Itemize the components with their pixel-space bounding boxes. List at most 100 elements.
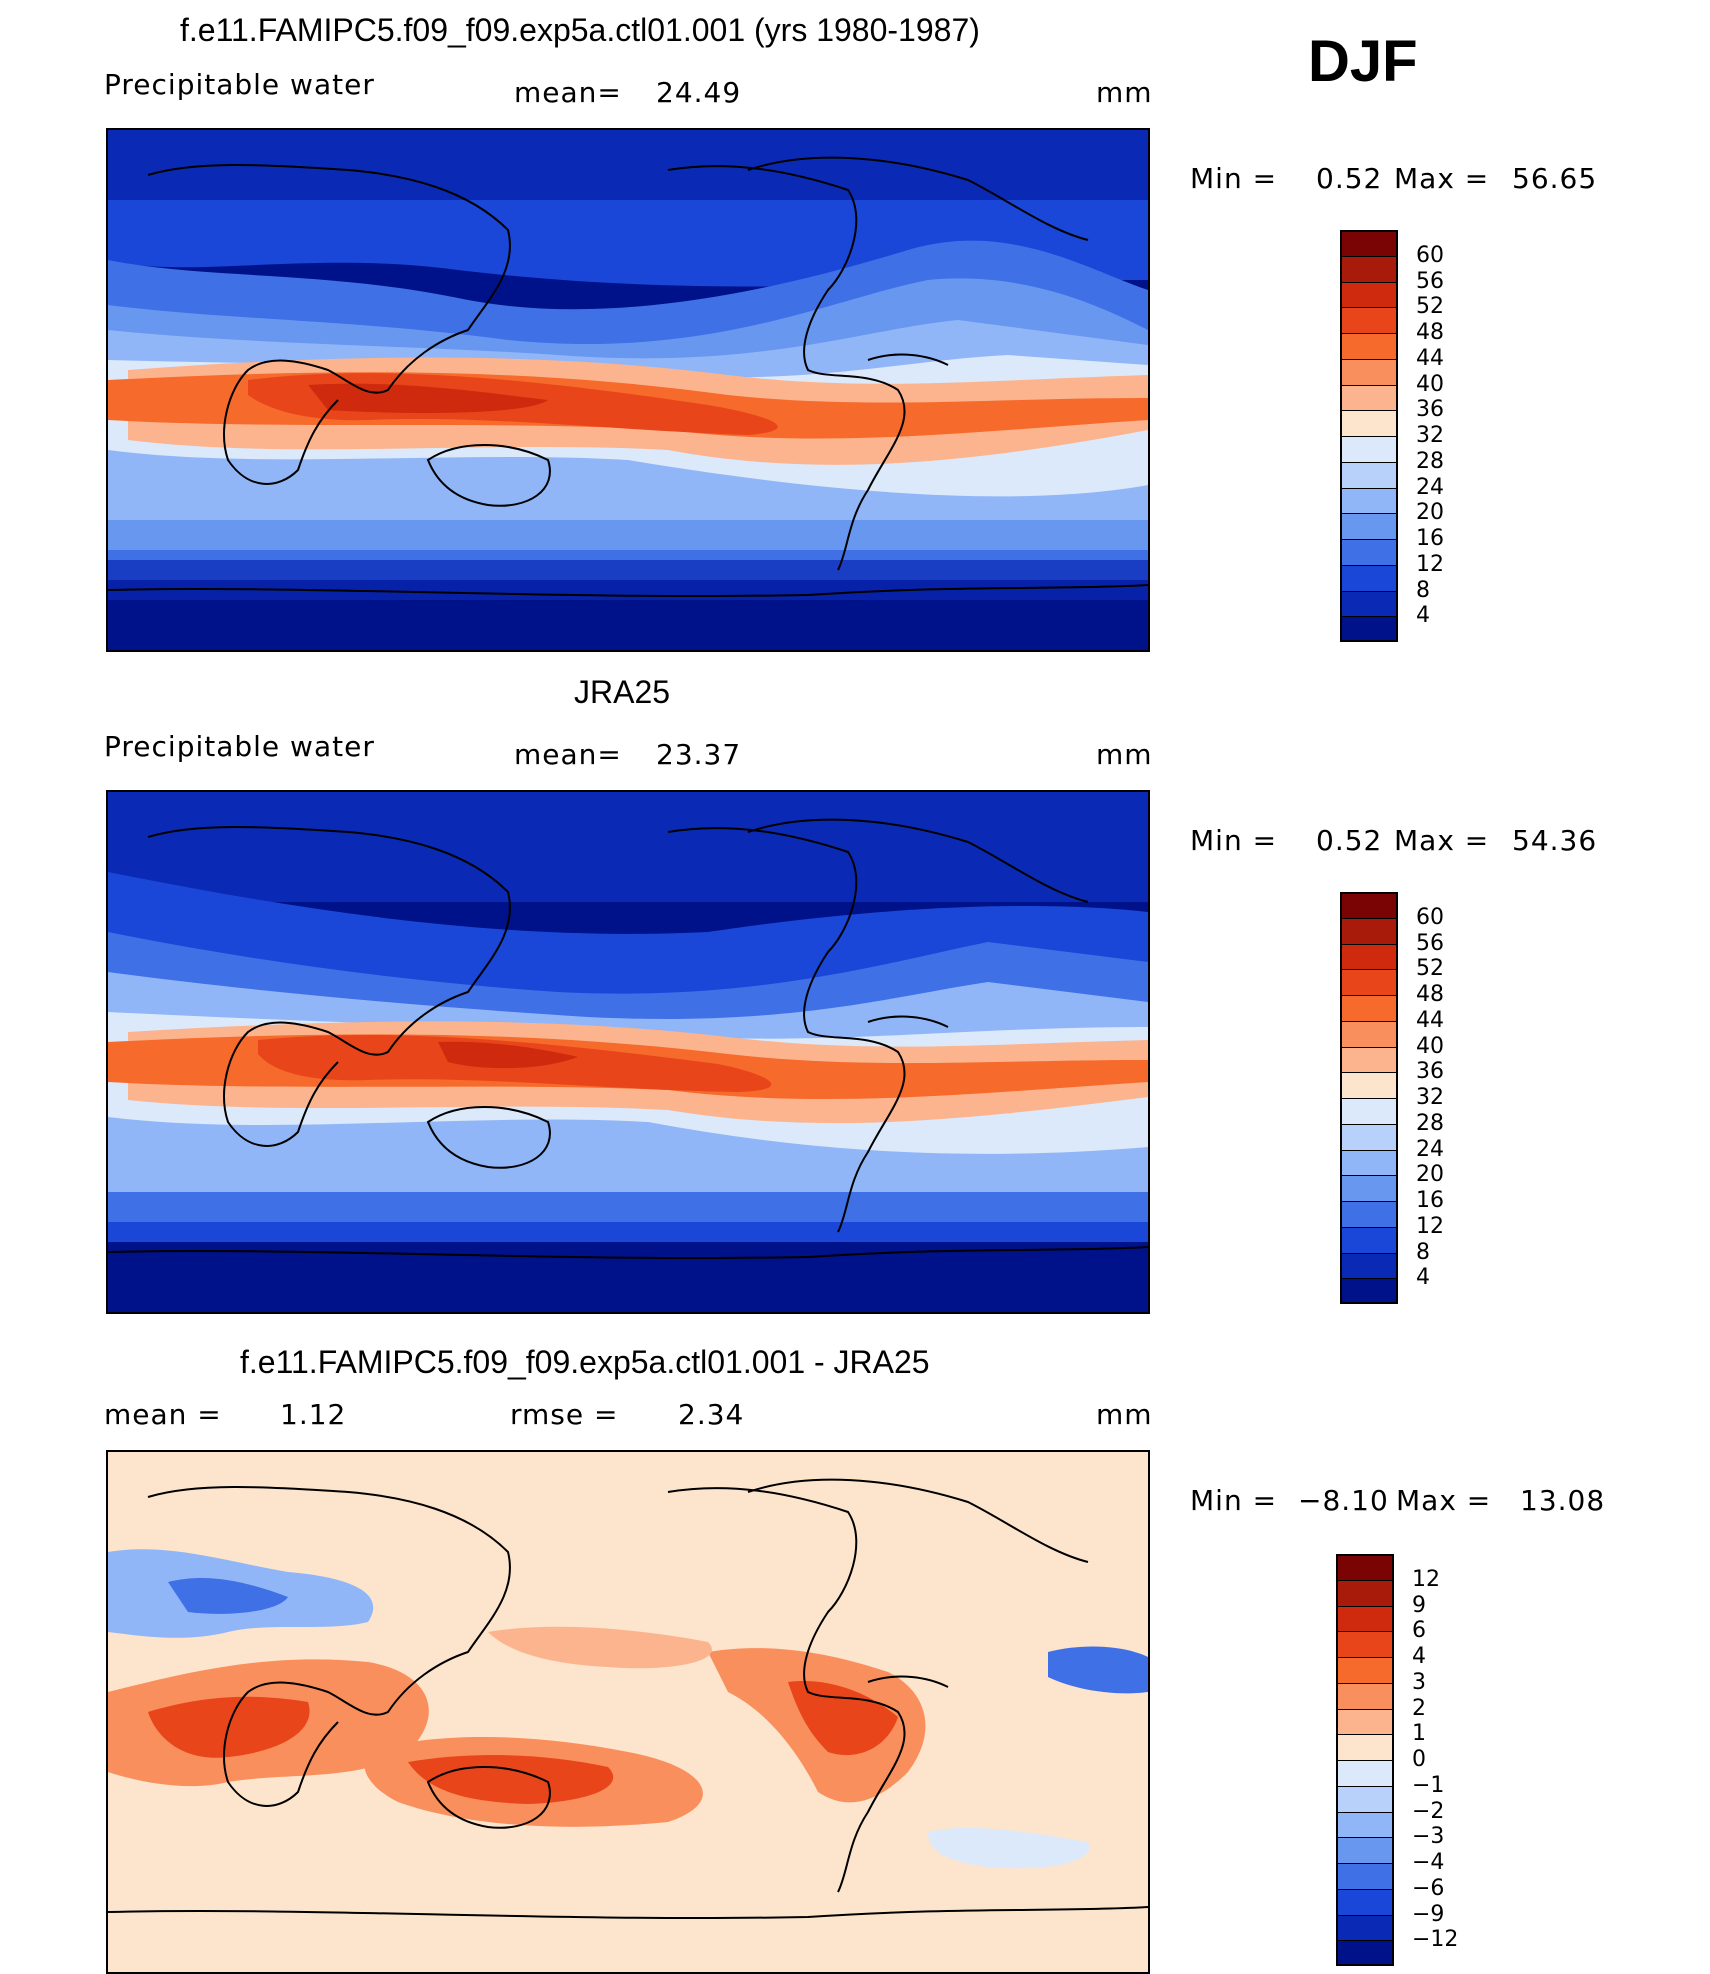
colorbar-swatch — [1340, 281, 1398, 308]
colorbar-tick-label: −4 — [1412, 1850, 1445, 1875]
colorbar-swatch — [1336, 1785, 1394, 1812]
colorbar-tick-label: 4 — [1416, 603, 1430, 629]
colorbar-tick-label: −9 — [1412, 1901, 1445, 1927]
colorbar-tick-label: 32 — [1416, 1085, 1444, 1110]
panel3-min-value: −8.10 — [1298, 1484, 1389, 1517]
colorbar-tick-label: 4 — [1412, 1644, 1426, 1669]
panel1-field-label: Precipitable water — [104, 68, 375, 101]
colorbar-swatch — [1336, 1554, 1394, 1580]
colorbar-tick-label: 60 — [1416, 242, 1444, 268]
colorbar-tick-label: 16 — [1416, 1188, 1444, 1213]
colorbar-swatch — [1340, 539, 1398, 565]
colorbar-swatch — [1340, 892, 1398, 918]
panel1-mean-label: mean= — [514, 76, 622, 109]
panel3-rmse-label: rmse = — [510, 1398, 619, 1431]
panel2-colorbar: 60 56 52 48 44 40 36 32 28 24 20 16 12 8 4 — [1340, 892, 1480, 1304]
panel2-max-label: Max = — [1394, 824, 1490, 857]
panel3-map — [106, 1450, 1150, 1974]
colorbar-tick-label: 44 — [1416, 1007, 1444, 1033]
colorbar-tick-label: 36 — [1416, 1059, 1444, 1085]
colorbar-tick-label: 0 — [1412, 1747, 1426, 1772]
colorbar-swatch — [1340, 1123, 1398, 1150]
panel2-title: JRA25 — [574, 674, 671, 710]
colorbar-swatch — [1340, 616, 1398, 642]
colorbar-swatch — [1340, 230, 1398, 256]
colorbar-swatch — [1336, 1579, 1394, 1606]
colorbar-swatch — [1340, 487, 1398, 514]
panel1-units: mm — [1096, 76, 1153, 109]
colorbar-swatch — [1340, 255, 1398, 282]
colorbar-swatch — [1336, 1811, 1394, 1838]
colorbar-tick-label: 52 — [1416, 956, 1444, 982]
colorbar-tick-label: 56 — [1416, 930, 1444, 956]
colorbar-tick-label: 3 — [1412, 1669, 1426, 1695]
panel2-units: mm — [1096, 738, 1153, 771]
panel3-max-value: 13.08 — [1520, 1484, 1606, 1517]
colorbar-swatch — [1340, 995, 1398, 1021]
colorbar-tick-label: 20 — [1416, 500, 1444, 526]
colorbar-swatch — [1340, 1201, 1398, 1227]
panel1-colorbar: 60 56 52 48 44 40 36 32 28 24 20 16 12 8 4 — [1340, 230, 1480, 642]
colorbar-tick-label: 52 — [1416, 294, 1444, 320]
colorbar-swatch — [1340, 1278, 1398, 1304]
colorbar-tick-label: 56 — [1416, 268, 1444, 294]
colorbar-swatch — [1336, 1631, 1394, 1657]
colorbar-swatch — [1340, 358, 1398, 385]
colorbar-tick-label: 12 — [1412, 1566, 1440, 1592]
colorbar-tick-label: −3 — [1412, 1824, 1445, 1850]
panel2-min-label: Min = — [1190, 824, 1278, 857]
colorbar-swatch — [1336, 1863, 1394, 1889]
colorbar-swatch — [1340, 1098, 1398, 1124]
colorbar-tick-label: 60 — [1416, 904, 1444, 930]
colorbar-swatch — [1336, 1605, 1394, 1632]
panel2-map — [106, 790, 1150, 1314]
colorbar-tick-label: 48 — [1416, 320, 1444, 345]
colorbar-tick-label: 1 — [1412, 1721, 1426, 1747]
panel3-units: mm — [1096, 1398, 1153, 1431]
colorbar-swatch — [1340, 969, 1398, 995]
colorbar-tick-label: 8 — [1416, 577, 1430, 603]
colorbar-swatch — [1336, 1657, 1394, 1683]
colorbar-tick-label: 20 — [1416, 1162, 1444, 1188]
panel1-mean-value: 24.49 — [656, 76, 742, 109]
colorbar-tick-label: 28 — [1416, 1110, 1444, 1136]
colorbar-tick-label: −2 — [1412, 1798, 1445, 1824]
colorbar-tick-label: 32 — [1416, 423, 1444, 448]
panel3-max-label: Max = — [1396, 1484, 1492, 1517]
colorbar-tick-label: 9 — [1412, 1592, 1426, 1618]
colorbar-swatch — [1340, 943, 1398, 970]
panel1-title: f.e11.FAMIPC5.f09_f09.exp5a.ctl01.001 (y… — [180, 12, 980, 48]
colorbar-swatch — [1340, 1175, 1398, 1201]
colorbar-tick-label: −12 — [1412, 1927, 1459, 1953]
colorbar-swatch — [1340, 590, 1398, 617]
panel3-min-label: Min = — [1190, 1484, 1278, 1517]
panel2-mean-label: mean= — [514, 738, 622, 771]
colorbar-swatch — [1340, 917, 1398, 944]
colorbar-tick-label: 12 — [1416, 1213, 1444, 1239]
colorbar-tick-label: 6 — [1412, 1618, 1426, 1644]
panel1-max-label: Max = — [1394, 162, 1490, 195]
colorbar-swatch — [1340, 1252, 1398, 1279]
panel1-max-value: 56.65 — [1512, 162, 1598, 195]
colorbar-swatch — [1340, 1072, 1398, 1098]
panel3-colorbar: 12 9 6 4 3 2 1 0 −1 −2 −3 −4 −6 −9 −12 — [1336, 1554, 1476, 1966]
colorbar-swatch — [1340, 384, 1398, 411]
colorbar-tick-label: 16 — [1416, 526, 1444, 551]
colorbar-swatch — [1340, 307, 1398, 333]
colorbar-tick-label: 40 — [1416, 371, 1444, 397]
colorbar-tick-label: 28 — [1416, 448, 1444, 474]
colorbar-tick-label: 44 — [1416, 345, 1444, 371]
colorbar-tick-label: −1 — [1412, 1772, 1445, 1798]
panel2-max-value: 54.36 — [1512, 824, 1598, 857]
colorbar-swatch — [1336, 1760, 1394, 1786]
colorbar-swatch — [1336, 1682, 1394, 1709]
season-label: DJF — [1308, 29, 1418, 94]
panel3-mean-value: 1.12 — [280, 1398, 347, 1431]
colorbar-swatch — [1340, 1149, 1398, 1176]
colorbar-swatch — [1340, 1046, 1398, 1073]
panel2-field-label: Precipitable water — [104, 730, 375, 763]
colorbar-tick-label: 24 — [1416, 1136, 1444, 1162]
colorbar-swatch — [1340, 436, 1398, 462]
colorbar-swatch — [1336, 1914, 1394, 1941]
panel3-title: f.e11.FAMIPC5.f09_f09.exp5a.ctl01.001 - … — [240, 1344, 930, 1380]
